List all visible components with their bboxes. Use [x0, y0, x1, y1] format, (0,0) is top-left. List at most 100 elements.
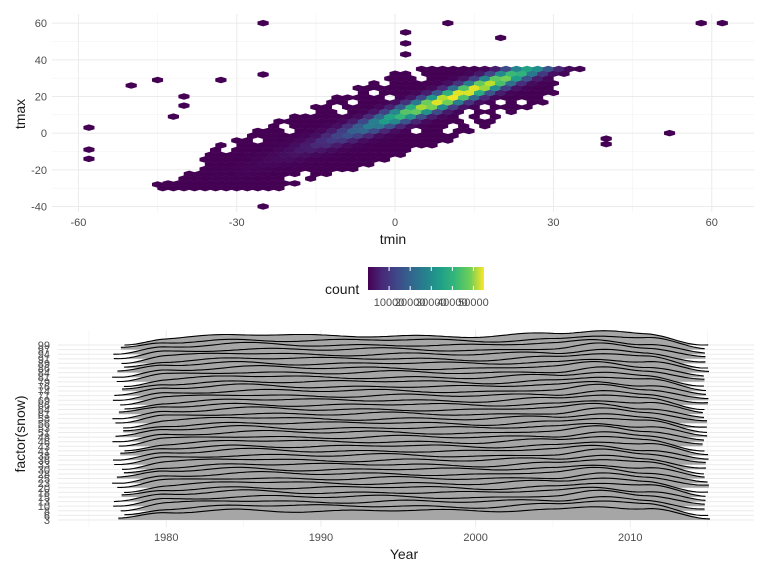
hexbin-cell: [410, 137, 422, 144]
hexbin-cell: [225, 180, 237, 187]
hexbin-cell: [299, 123, 311, 130]
hexbin-cell: [368, 80, 380, 87]
hexbin-cell: [247, 151, 259, 158]
hexbin-cell: [532, 94, 544, 101]
ridgeline-y-tick-label: 30: [38, 464, 50, 476]
hexbin-cell: [389, 146, 401, 154]
hexbin-cell: [326, 137, 338, 144]
hexbin-cell: [479, 84, 491, 92]
hexbin-cell: [400, 146, 412, 154]
hexbin-cell: [468, 94, 480, 101]
ridge-line: [113, 486, 706, 503]
hexbin-cell: [495, 89, 507, 97]
ridgeline-y-tick-label: 38: [38, 451, 50, 463]
hexbin-cell: [178, 175, 190, 182]
hexbin-cell: [384, 113, 396, 120]
hexbin-cell: [188, 184, 201, 192]
hexbin-cell: [199, 175, 211, 182]
hexbin-cell: [268, 180, 280, 187]
hexbin-cell: [426, 103, 438, 111]
hexbin-cell: [384, 132, 396, 139]
ridgeline-curves: [112, 330, 710, 520]
hexbin-cell: [537, 70, 549, 77]
hexbin-cell: [378, 89, 391, 97]
hexbin-cell: [405, 75, 417, 82]
hexbin-cell: [421, 118, 433, 125]
hexbin-outlier-cell: [152, 76, 164, 84]
hexbin-cell: [268, 151, 280, 158]
hexbin-cell: [257, 161, 269, 168]
hexbin-cell: [474, 70, 486, 77]
hexbin-cell: [510, 94, 523, 101]
hexbin-cells: [83, 19, 728, 210]
hexbin-cell: [415, 132, 428, 139]
ridge-line: [123, 371, 704, 387]
hexbin-cell: [342, 161, 354, 168]
hexbin-cell: [394, 75, 406, 82]
hexbin-cell: [405, 123, 417, 130]
hexbin-cell: [415, 113, 428, 120]
ridge-line: [112, 383, 709, 401]
hexbin-cell: [463, 127, 475, 135]
hexbin-cell: [521, 75, 533, 82]
hexbin-cell: [415, 142, 428, 149]
hexbin-cell: [273, 165, 285, 173]
hexbin-cell: [342, 103, 354, 111]
hexbin-cell: [394, 84, 406, 92]
hexbin-cell: [510, 84, 523, 92]
hexbin-cell: [442, 108, 454, 116]
hexbin-cell: [431, 99, 443, 106]
hexbin-cell: [474, 89, 486, 97]
hexbin-cell: [225, 170, 237, 178]
hexbin-cell: [426, 113, 438, 120]
hexbin-outlier-cell: [178, 102, 190, 109]
hexbin-cell: [289, 180, 301, 187]
hexbin-cell: [289, 142, 301, 149]
hexbin-cell: [342, 151, 354, 158]
hexbin-cell: [400, 89, 412, 97]
hexbin-cell: [252, 127, 264, 135]
ridgeline-y-tick-label: 56: [38, 418, 50, 430]
ridge-line: [113, 339, 705, 355]
hexbin-cell: [183, 180, 195, 187]
ridgeline-y-tick-label: 66: [38, 400, 50, 412]
hexbin-x-axis-title: tmin: [380, 231, 406, 247]
hexbin-cell: [373, 84, 385, 92]
hexbin-cell: [489, 84, 501, 92]
ridgeline-y-tick-label: 20: [38, 483, 50, 495]
hexbin-cell: [542, 75, 554, 82]
hexbin-cell: [426, 142, 438, 149]
hexbin-cell: [204, 151, 216, 158]
hexbin-cell: [484, 118, 496, 125]
hexbin-cell: [521, 84, 533, 92]
hexbin-cell: [231, 156, 243, 163]
hexbin-outlier-cell: [257, 19, 269, 27]
hexbin-cell: [431, 89, 443, 97]
ridge-line: [113, 342, 706, 360]
hexbin-cell: [352, 161, 364, 168]
hexbin-cell: [500, 94, 512, 101]
ridge-line: [113, 489, 705, 507]
hexbin-cell: [336, 146, 348, 154]
ridgeline-y-tick-label: 76: [38, 381, 50, 393]
hexbin-cell: [426, 94, 438, 101]
hexbin-cell: [336, 118, 348, 125]
hexbin-cell: [352, 132, 364, 139]
hexbin-cell: [326, 108, 338, 116]
hexbin-cell: [363, 142, 375, 149]
hexbin-cell: [326, 165, 338, 173]
hexbin-outlier-cell: [152, 181, 164, 188]
hexbin-outlier-cell: [600, 140, 612, 148]
hexbin-cell: [526, 80, 538, 87]
hexbin-cell: [236, 161, 248, 168]
hexbin-cell: [320, 132, 332, 139]
hexbin-cell: [199, 165, 211, 173]
hexbin-cell: [326, 156, 338, 163]
hexbin-cell: [299, 142, 311, 149]
hexbin-cell: [236, 142, 248, 149]
hexbin-cell: [442, 89, 454, 97]
hexbin-cell: [410, 99, 422, 106]
ridge-line: [123, 413, 707, 429]
hexbin-cell: [410, 108, 422, 116]
ridgeline-x-tick-label: 2010: [618, 532, 642, 544]
